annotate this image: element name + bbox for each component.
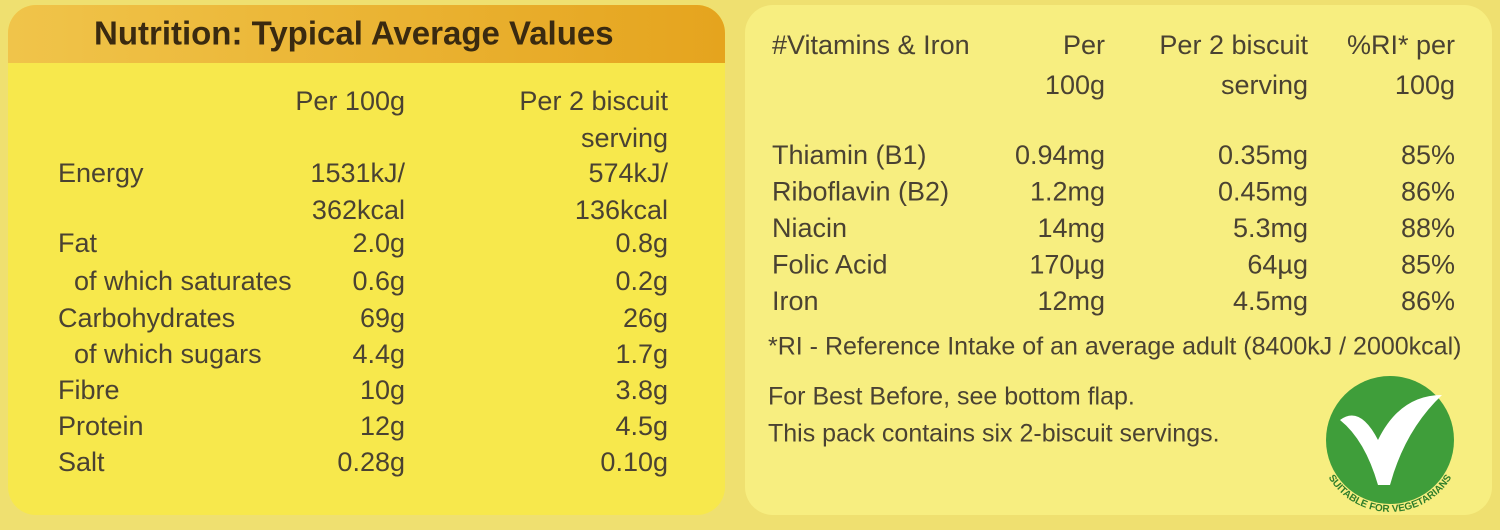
column-header: serving — [581, 123, 668, 153]
column-header: Per 2 biscuit — [519, 86, 668, 116]
cell: 1.2mg — [1030, 177, 1105, 207]
per-100g: 10g — [360, 375, 405, 405]
vegetarian-badge: SUITABLE FOR VEGETARIANS — [1326, 376, 1454, 515]
title-bar — [8, 5, 725, 63]
badge-tick — [1340, 395, 1442, 485]
column-header: serving — [1221, 70, 1308, 100]
content: Per 100g Per 2 biscuit serving Energy 1531kJ… — [58, 30, 1461, 477]
cell: 0.45mg — [1218, 177, 1308, 207]
title: Nutrition: Typical Average Values — [94, 15, 614, 52]
per-serving: 0.2g — [615, 266, 668, 296]
nutrition-panel — [8, 5, 725, 515]
cell: 5.3mg — [1233, 213, 1308, 243]
column-header: %RI* per — [1347, 30, 1455, 60]
row-label: of which saturates — [74, 266, 292, 296]
column-header: 100g — [1395, 70, 1455, 100]
cell: 4.5mg — [1233, 286, 1308, 316]
per-serving: 26g — [623, 303, 668, 333]
per-serving: 574kJ/ — [588, 158, 668, 188]
per-100g: 2.0g — [352, 228, 405, 258]
per-100g: 362kcal — [312, 195, 405, 225]
row-label: Protein — [58, 411, 144, 441]
cell: 0.35mg — [1218, 140, 1308, 170]
row-label: Salt — [58, 447, 105, 477]
per-serving: 4.5g — [615, 411, 668, 441]
note: This pack contains six 2-biscuit serving… — [768, 420, 1220, 448]
cell: 86% — [1401, 177, 1455, 207]
row-label: Folic Acid — [772, 250, 888, 280]
row-label: Energy — [58, 158, 144, 188]
per-100g: 4.4g — [352, 339, 405, 369]
column-header: Per 2 biscuit — [1159, 30, 1308, 60]
per-serving: 136kcal — [575, 195, 668, 225]
cell: 64µg — [1247, 250, 1308, 280]
per-100g: 1531kJ/ — [310, 158, 405, 188]
vitamins-panel — [745, 5, 1492, 515]
row-label: Iron — [772, 286, 819, 316]
row-label: Fibre — [58, 375, 120, 405]
cell: 0.94mg — [1015, 140, 1105, 170]
row-label: of which sugars — [74, 339, 262, 369]
per-100g: 0.28g — [337, 447, 405, 477]
per-100g: 0.6g — [352, 266, 405, 296]
cell: 85% — [1401, 250, 1455, 280]
per-serving: 1.7g — [615, 339, 668, 369]
row-label: Thiamin (B1) — [772, 140, 927, 170]
column-header: 100g — [1045, 70, 1105, 100]
row-label: Carbohydrates — [58, 303, 235, 333]
column-header: #Vitamins & Iron — [772, 30, 970, 60]
per-100g: 69g — [360, 303, 405, 333]
row-label: Riboflavin (B2) — [772, 177, 949, 207]
cell: 14mg — [1037, 213, 1105, 243]
cell: 86% — [1401, 286, 1455, 316]
footnote: *RI - Reference Intake of an average adu… — [768, 333, 1461, 361]
per-serving: 3.8g — [615, 375, 668, 405]
row-label: Niacin — [772, 213, 847, 243]
row-label: Fat — [58, 228, 98, 258]
cell: 12mg — [1037, 286, 1105, 316]
per-serving: 0.10g — [600, 447, 668, 477]
per-100g: 12g — [360, 411, 405, 441]
column-header: Per 100g — [295, 86, 405, 116]
cell: 170µg — [1029, 250, 1105, 280]
per-serving: 0.8g — [615, 228, 668, 258]
cell: 88% — [1401, 213, 1455, 243]
cell: 85% — [1401, 140, 1455, 170]
note: For Best Before, see bottom flap. — [768, 383, 1135, 411]
column-header: Per — [1063, 30, 1105, 60]
